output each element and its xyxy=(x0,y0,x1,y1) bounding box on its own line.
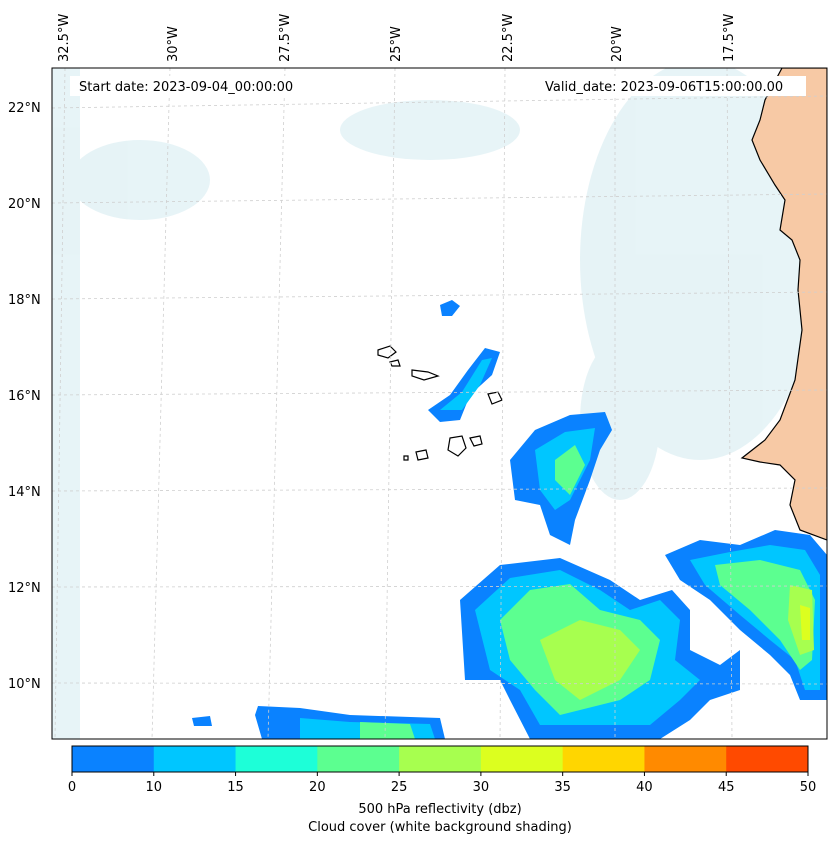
lat-label: 20°N xyxy=(8,197,41,212)
valid-date-label: Valid_date: 2023-09-06T15:00:00.00 xyxy=(545,80,783,95)
colorbar-swatch xyxy=(72,746,155,772)
cape-verde-islands xyxy=(377,345,503,461)
lat-label: 14°N xyxy=(8,485,41,500)
lon-label: 17.5°W xyxy=(722,14,737,62)
colorbar-tick-label: 30 xyxy=(473,780,490,795)
longitude-labels: 32.5°W 30°W 27.5°W 25°W 22.5°W 20°W 17.5… xyxy=(57,14,737,62)
lon-label: 27.5°W xyxy=(278,14,293,62)
lat-label: 22°N xyxy=(8,101,41,116)
reflectivity-field xyxy=(192,300,827,739)
start-date-label: Start date: 2023-09-04_00:00:00 xyxy=(79,80,293,95)
colorbar-swatch xyxy=(399,746,482,772)
colorbar: 0 10 15 20 25 30 35 40 45 50 xyxy=(68,745,816,795)
colorbar-ticks: 0 10 15 20 25 30 35 40 45 50 xyxy=(68,772,816,795)
map-frame xyxy=(51,67,828,740)
colorbar-swatch xyxy=(317,746,400,772)
colorbar-swatch xyxy=(480,746,564,772)
colorbar-tick-label: 10 xyxy=(146,780,163,795)
lon-label: 22.5°W xyxy=(501,14,516,62)
lon-label: 20°W xyxy=(610,26,625,62)
colorbar-tick-label: 35 xyxy=(554,780,571,795)
colorbar-swatch xyxy=(562,746,645,772)
colorbar-tick-label: 45 xyxy=(718,780,735,795)
colorbar-swatches xyxy=(72,746,809,772)
colorbar-tick-label: 0 xyxy=(68,780,76,795)
colorbar-label-line1: 500 hPa reflectivity (dbz) xyxy=(358,802,521,817)
colorbar-swatch xyxy=(153,746,237,772)
lat-label: 18°N xyxy=(8,293,41,308)
colorbar-swatch xyxy=(644,746,727,772)
lat-label: 10°N xyxy=(8,677,41,692)
valid-date-box xyxy=(538,76,806,96)
colorbar-tick-label: 50 xyxy=(800,780,817,795)
lon-label: 30°W xyxy=(166,26,181,62)
colorbar-tick-label: 25 xyxy=(391,780,408,795)
colorbar-tick-label: 20 xyxy=(309,780,326,795)
colorbar-label-line2: Cloud cover (white background shading) xyxy=(308,820,572,835)
colorbar-tick-label: 40 xyxy=(636,780,653,795)
land-area xyxy=(740,68,827,541)
lon-label: 25°W xyxy=(389,26,404,62)
start-date-box xyxy=(70,76,320,96)
lat-label: 12°N xyxy=(8,581,41,596)
lon-label: 32.5°W xyxy=(57,14,72,62)
colorbar-frame xyxy=(71,745,809,773)
colorbar-swatch xyxy=(235,746,318,772)
colorbar-swatch xyxy=(726,746,809,772)
gridlines xyxy=(51,67,828,740)
lat-label: 16°N xyxy=(8,389,41,404)
colorbar-tick-label: 15 xyxy=(227,780,244,795)
latitude-labels: 22°N 20°N 18°N 16°N 14°N 12°N 10°N xyxy=(8,101,41,692)
cloud-cover-shading xyxy=(52,68,820,739)
